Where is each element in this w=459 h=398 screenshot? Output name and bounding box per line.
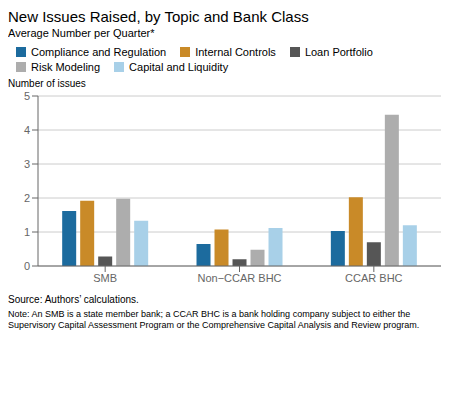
html-text:Loan Portfolio: Loan Portfolio	[304, 46, 373, 58]
html-text:Capital and Liquidity: Capital and Liquidity	[129, 61, 229, 73]
html-text:Average Number per Quarter*: Average Number per Quarter*	[8, 27, 155, 39]
svg-text:CCAR BHC: CCAR BHC	[345, 272, 403, 284]
svg-text:0: 0	[24, 260, 30, 272]
svg-text:5: 5	[24, 90, 30, 102]
html-text:New Issues Raised, by Topic an: New Issues Raised, by Topic and Bank Cla…	[8, 8, 309, 25]
svg-text:3: 3	[24, 158, 30, 170]
html-text:Number of issues: Number of issues	[8, 78, 86, 89]
html-text:Note: An SMB is a state member: Note: An SMB is a state member bank; a C…	[8, 309, 420, 330]
svg-text:1: 1	[24, 226, 30, 238]
svg-text:SMB: SMB	[93, 272, 117, 284]
svg-text:2: 2	[24, 192, 30, 204]
html-text:Internal Controls: Internal Controls	[195, 46, 276, 58]
html-text:Compliance and Regulation: Compliance and Regulation	[31, 46, 167, 58]
html-text:Source: Authors’ calculations.: Source: Authors’ calculations.	[8, 294, 139, 305]
html-text:Risk Modeling: Risk Modeling	[31, 61, 101, 73]
svg-text:4: 4	[24, 124, 30, 136]
svg-text:Non−CCAR BHC: Non−CCAR BHC	[197, 272, 281, 284]
